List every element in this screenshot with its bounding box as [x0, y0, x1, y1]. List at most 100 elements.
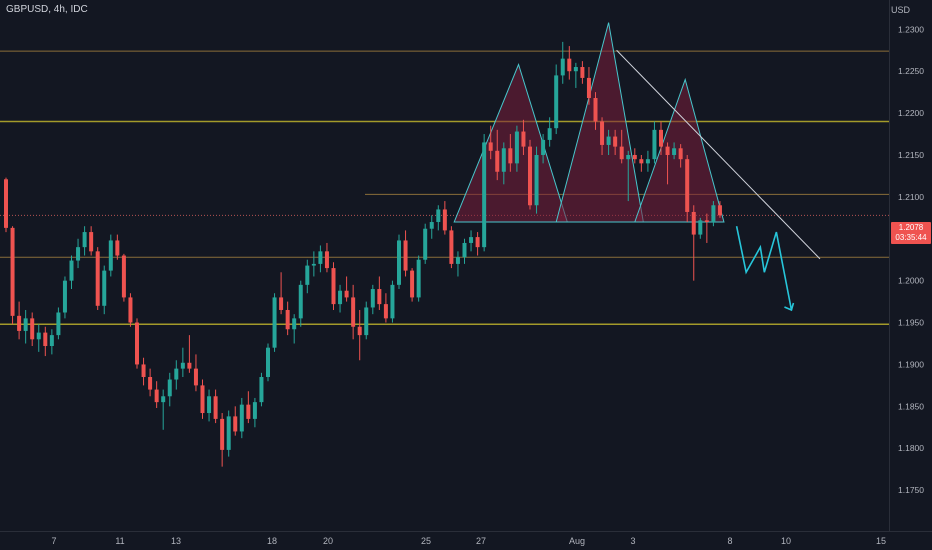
price-tick-label: 1.1750 — [898, 485, 924, 495]
candle-body — [639, 159, 644, 164]
price-tick-label: 1.2150 — [898, 150, 924, 160]
candle-body — [442, 209, 447, 231]
candle-body — [246, 404, 251, 419]
candle-body — [645, 159, 650, 164]
candle-body — [200, 385, 205, 414]
candle-body — [36, 332, 41, 340]
time-tick-label: 3 — [630, 536, 635, 546]
time-tick-label: 25 — [421, 536, 431, 546]
candle-body — [213, 396, 218, 419]
candle-body — [285, 309, 290, 330]
candle-body — [272, 297, 277, 348]
candles — [4, 41, 722, 467]
candle-body — [17, 315, 22, 331]
price-axis[interactable]: 1.23001.22501.22001.21501.21001.20501.20… — [898, 24, 924, 495]
candle-body — [115, 240, 120, 256]
price-axis-border — [889, 0, 890, 532]
candle-body — [95, 251, 100, 306]
candle-body — [108, 240, 113, 271]
candle-body — [56, 312, 61, 336]
price-tick-label: 1.1850 — [898, 401, 924, 411]
candle-body — [76, 247, 81, 261]
candle-body — [154, 389, 159, 403]
candle-body — [233, 416, 238, 432]
price-tick-label: 1.1950 — [898, 318, 924, 328]
candle-body — [220, 418, 225, 450]
candle-body — [338, 290, 343, 305]
candle-body — [167, 379, 172, 397]
candle-body — [357, 326, 362, 336]
candle-body — [482, 142, 487, 248]
time-tick-label: 7 — [51, 536, 56, 546]
candle-body — [475, 237, 480, 248]
time-axis-border — [0, 531, 932, 532]
candle-body — [488, 142, 493, 151]
price-tick-label: 1.2250 — [898, 66, 924, 76]
candle-body — [279, 297, 284, 310]
descending-trendline — [616, 49, 821, 260]
candle-body — [619, 146, 624, 160]
candle-body — [586, 77, 591, 99]
candle-body — [174, 368, 179, 380]
candle-body — [455, 257, 460, 264]
candle-body — [469, 237, 474, 243]
price-tick-label: 1.2000 — [898, 276, 924, 286]
time-tick-label: 20 — [323, 536, 333, 546]
candle-body — [331, 268, 336, 305]
candle-body — [43, 332, 48, 347]
candle-body — [397, 240, 401, 285]
candle-body — [324, 251, 329, 269]
candle-body — [148, 377, 153, 390]
candle-body — [711, 205, 716, 223]
candle-body — [266, 347, 270, 378]
candle-body — [351, 297, 356, 327]
projection-arrowhead — [784, 302, 795, 312]
current-price-value: 1.2078 — [898, 223, 924, 232]
candle-body — [410, 270, 415, 298]
price-tick-label: 1.1800 — [898, 443, 924, 453]
candle-body — [449, 230, 454, 264]
time-tick-label: 15 — [876, 536, 886, 546]
candle-body — [678, 148, 683, 160]
candle-body — [193, 368, 198, 386]
candle-body — [364, 307, 369, 336]
symbol-label[interactable]: GBPUSD, 4h, IDC — [6, 4, 88, 15]
candle-body — [704, 220, 709, 223]
candle-body — [298, 284, 303, 319]
time-axis[interactable]: 7 11 13 18 20 25 27 Aug 3 8 10 15 — [51, 536, 886, 546]
candle-body — [547, 128, 552, 140]
candle-body — [501, 148, 506, 172]
head-and-shoulders-pattern — [453, 22, 725, 223]
candle-body — [685, 159, 690, 212]
time-tick-label: 8 — [727, 536, 732, 546]
candle-body — [423, 228, 428, 260]
candle-body — [606, 136, 611, 145]
candle-body — [226, 416, 231, 450]
candle-body — [89, 232, 94, 252]
time-tick-label: 27 — [476, 536, 486, 546]
time-tick-label: 18 — [267, 536, 277, 546]
candle-body — [495, 150, 500, 172]
price-tick-label: 1.2100 — [898, 192, 924, 202]
drawing-overlays — [616, 49, 821, 312]
candle-body — [128, 297, 133, 323]
candle-body — [626, 154, 631, 160]
candle-body — [62, 280, 67, 313]
candle-body — [560, 58, 565, 76]
candle-body — [659, 129, 663, 147]
candle-body — [49, 335, 54, 347]
current-price-badge: 1.2078 03:35:44 — [891, 222, 931, 244]
candle-body — [377, 289, 382, 305]
candle-body — [292, 318, 297, 330]
candle-body — [698, 220, 703, 235]
candle-body — [580, 67, 585, 78]
candle-body — [554, 75, 559, 129]
candle-body — [567, 58, 572, 72]
time-tick-label: 11 — [115, 536, 124, 546]
candle-body — [613, 136, 618, 147]
candle-body — [10, 227, 15, 316]
candle-body — [600, 121, 605, 145]
candle-body — [69, 260, 74, 281]
